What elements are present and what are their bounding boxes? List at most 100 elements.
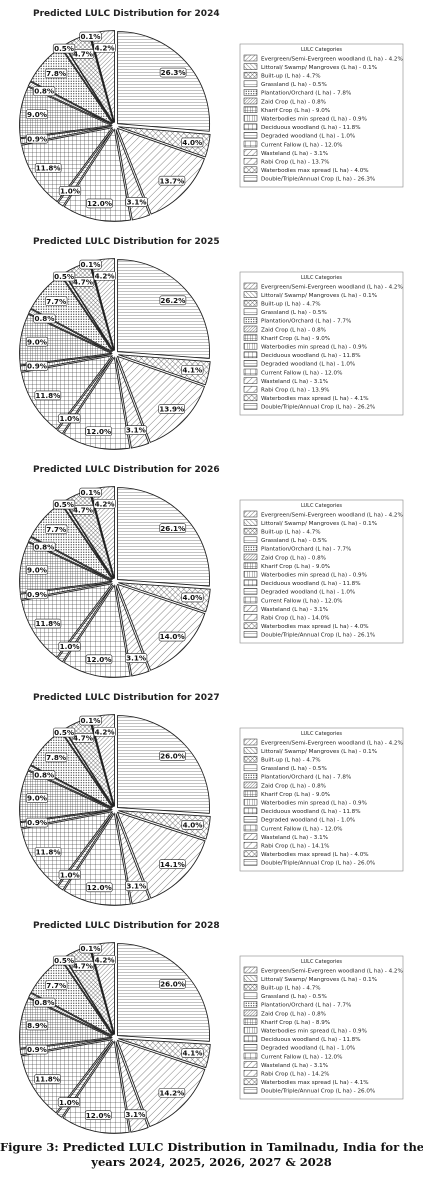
slice-label: 0.5%: [52, 271, 76, 282]
legend-entry: Plantation/Orchard (L ha) - 7.8%: [243, 773, 351, 781]
slice-label: 4.7%: [71, 505, 95, 515]
legend-entry: Deciduous woodland (L ha) - 11.8%: [243, 123, 361, 131]
legend-entry: Rabi Crop (L ha) - 13.7%: [243, 157, 330, 166]
slice-labels: 4.2% 0.1% 4.7%0.5% 7.7% 0.8% 8.9% 0.9% 11.8% 1.0…: [25, 943, 204, 1120]
svg-text:0.8%: 0.8%: [34, 314, 54, 323]
svg-text:Kharif Crop (L ha) - 9.0%: Kharif Crop (L ha) - 9.0%: [261, 564, 330, 570]
slice-label: 0.9%: [25, 361, 49, 371]
legend-entry: Deciduous woodland (L ha) - 11.8%: [243, 351, 361, 359]
legend-entry: Current Fallow (L ha) - 12.0%: [243, 824, 342, 832]
svg-text:0.8%: 0.8%: [34, 542, 54, 551]
slice-label: 11.8%: [34, 847, 62, 857]
slice-label: 4.7%: [71, 49, 95, 59]
svg-text:Built-up (L ha) - 4.7%: Built-up (L ha) - 4.7%: [261, 302, 321, 308]
legend-entry: Double/Triple/Annual Crop (L ha) - 26.0%: [243, 1087, 375, 1095]
legend-entry: Littoral/ Swamp/ Mangroves (L ha) - 0.1%: [243, 291, 377, 299]
legend: LULC Categories Evergreen/Semi-Evergreen …: [239, 955, 404, 1100]
slice-label: 3.1%: [124, 1109, 147, 1120]
slice-label: 4.7%: [71, 277, 95, 287]
svg-text:Grassland (L ha) - 0.5%: Grassland (L ha) - 0.5%: [261, 766, 327, 772]
slice-label: 7.7%: [45, 296, 68, 307]
svg-text:12.0%: 12.0%: [86, 1111, 111, 1120]
pie-slice: [19, 770, 114, 823]
svg-text:4.7%: 4.7%: [73, 505, 93, 514]
slice-label: 4.0%: [181, 819, 204, 830]
svg-text:Deciduous woodland (L ha) - 11: Deciduous woodland (L ha) - 11.8%: [261, 1037, 361, 1043]
svg-text:4.2%: 4.2%: [95, 43, 115, 52]
slice-label: 9.0%: [25, 793, 49, 803]
slice-label: 4.2%: [93, 726, 116, 737]
svg-text:Waterbodies max spread (L ha): Waterbodies max spread (L ha) - 4.0%: [261, 168, 369, 174]
svg-text:Littoral/ Swamp/ Mangroves (L: Littoral/ Swamp/ Mangroves (L ha) - 0.1%: [261, 65, 377, 71]
legend: LULC Categories Evergreen/Semi-Evergreen …: [239, 271, 404, 416]
pie-slice: [116, 583, 206, 671]
svg-text:Waterbodies min spread (L ha): Waterbodies min spread (L ha) - 0.9%: [261, 801, 367, 807]
pie-chart-5: Predicted LULC Distribution for 2028 4.2%…: [0, 912, 423, 1140]
pie-slice: [21, 583, 114, 659]
svg-text:Degraded woodland (L ha) - 1.0: Degraded woodland (L ha) - 1.0%: [261, 818, 355, 824]
slice-label: 4.2%: [93, 498, 116, 509]
svg-text:Grassland (L ha) - 0.5%: Grassland (L ha) - 0.5%: [261, 538, 327, 544]
svg-text:Current Fallow (L ha) - 12.0%: Current Fallow (L ha) - 12.0%: [261, 598, 342, 604]
legend-title: LULC Categories: [301, 503, 342, 509]
svg-text:Built-up (L ha) - 4.7%: Built-up (L ha) - 4.7%: [261, 986, 321, 992]
legend-entry: Rabi Crop (L ha) - 13.9%: [243, 385, 330, 394]
svg-text:Rabi Crop (L ha) - 13.7%: Rabi Crop (L ha) - 13.7%: [261, 160, 330, 166]
svg-text:7.7%: 7.7%: [46, 981, 66, 990]
svg-text:26.3%: 26.3%: [161, 68, 186, 77]
svg-text:3.1%: 3.1%: [127, 198, 147, 207]
svg-text:0.8%: 0.8%: [34, 998, 54, 1007]
slice-label: 0.8%: [33, 541, 56, 552]
chart-title: Predicted LULC Distribution for 2027: [33, 693, 220, 703]
slice-label: 0.5%: [52, 499, 76, 510]
svg-text:0.1%: 0.1%: [81, 32, 101, 41]
svg-text:4.2%: 4.2%: [95, 271, 115, 280]
slice-label: 0.9%: [25, 589, 49, 600]
svg-text:3.1%: 3.1%: [125, 1110, 145, 1119]
svg-text:Wasteland (L ha) - 3.1%: Wasteland (L ha) - 3.1%: [261, 151, 328, 157]
pie-slice: [19, 997, 114, 1049]
legend: LULC Categories Evergreen/Semi-Evergreen …: [239, 43, 404, 188]
legend-entry: Double/Triple/Annual Crop (L ha) - 26.2%: [243, 403, 375, 411]
svg-text:0.5%: 0.5%: [54, 956, 74, 965]
legend-entry: Kharif Crop (L ha) - 9.0%: [243, 790, 330, 798]
legend-entry: Current Fallow (L ha) - 12.0%: [243, 140, 342, 148]
svg-text:Kharif Crop (L ha) - 9.0%: Kharif Crop (L ha) - 9.0%: [261, 108, 330, 114]
svg-text:4.0%: 4.0%: [182, 138, 202, 147]
slice-label: 0.5%: [52, 727, 76, 738]
legend-entry: Wasteland (L ha) - 3.1%: [243, 1061, 328, 1069]
svg-text:0.5%: 0.5%: [54, 728, 74, 737]
slice-label: 0.8%: [33, 313, 56, 324]
svg-text:4.0%: 4.0%: [183, 820, 203, 829]
pie-slice: [116, 1039, 206, 1128]
svg-text:Deciduous woodland (L ha) - 11: Deciduous woodland (L ha) - 11.8%: [261, 581, 361, 587]
svg-text:1.0%: 1.0%: [60, 186, 80, 195]
svg-text:1.0%: 1.0%: [59, 414, 79, 423]
slice-label: 1.0%: [58, 869, 81, 880]
slice-label: 26.1%: [159, 523, 187, 533]
svg-text:Evergreen/Semi-Evergreen woodl: Evergreen/Semi-Evergreen woodland (L ha)…: [261, 512, 403, 518]
svg-text:Kharif Crop (L ha) - 8.9%: Kharif Crop (L ha) - 8.9%: [261, 1020, 330, 1026]
legend-entry: Wasteland (L ha) - 3.1%: [243, 149, 328, 157]
pie-slice: [116, 355, 206, 443]
legend-entry: Kharif Crop (L ha) - 9.0%: [243, 562, 330, 570]
slice-label: 4.7%: [71, 961, 95, 971]
legend-entry: Evergreen/Semi-Evergreen woodland (L ha)…: [243, 510, 403, 518]
svg-text:Current Fallow (L ha) - 12.0%: Current Fallow (L ha) - 12.0%: [261, 1054, 342, 1060]
svg-text:Current Fallow (L ha) - 12.0%: Current Fallow (L ha) - 12.0%: [261, 142, 342, 148]
svg-text:4.1%: 4.1%: [183, 1049, 203, 1058]
svg-text:9.0%: 9.0%: [27, 110, 47, 119]
svg-text:1.0%: 1.0%: [60, 870, 80, 879]
pie-slice: [19, 313, 114, 366]
slice-label: 0.1%: [79, 31, 102, 42]
slice-label: 0.9%: [25, 133, 49, 144]
svg-text:Degraded woodland (L ha) - 1.0: Degraded woodland (L ha) - 1.0%: [261, 590, 355, 596]
slice-label: 1.0%: [58, 641, 81, 652]
legend-entry: Waterbodies min spread (L ha) - 0.9%: [243, 342, 367, 351]
slice-label: 12.0%: [84, 1110, 112, 1120]
pie-slice: [21, 127, 114, 203]
legend-entry: Grassland (L ha) - 0.5%: [243, 536, 327, 544]
slice-labels: 4.2% 0.1% 4.7%0.5% 7.7% 0.8% 9.0% 0.9% 11.8% 1.0…: [25, 259, 204, 437]
pie-slice: [117, 487, 210, 587]
legend-entry: Waterbodies max spread (L ha) - 4.0%: [243, 850, 369, 858]
